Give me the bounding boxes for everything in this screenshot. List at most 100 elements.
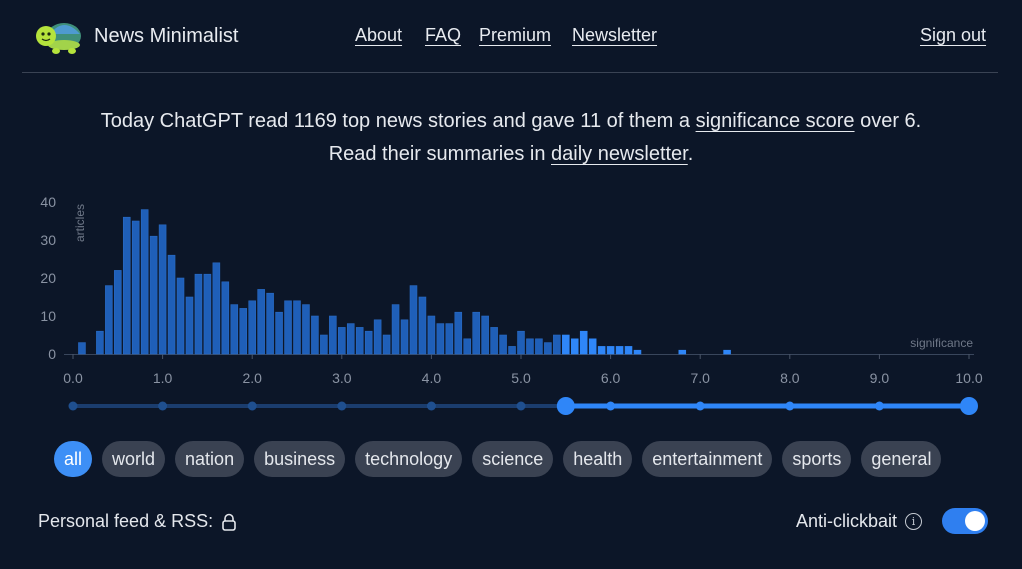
slider-step-dot[interactable] (606, 401, 616, 411)
histogram-bar (105, 285, 113, 355)
lock-icon[interactable] (221, 513, 237, 531)
category-chip-nation[interactable]: nation (175, 441, 245, 477)
turtle-logo-icon[interactable] (34, 14, 84, 56)
histogram-bar (481, 315, 489, 355)
slider-step-dot[interactable] (426, 401, 436, 411)
histogram-bar (624, 346, 633, 355)
slider-step-dot[interactable] (337, 401, 347, 411)
histogram-bar (544, 342, 552, 355)
histogram-bar (257, 289, 265, 355)
histogram-bar (508, 346, 516, 355)
y-tick-label: 20 (40, 270, 56, 286)
slider-step-dot[interactable] (247, 401, 257, 411)
histogram-bar (78, 342, 86, 355)
category-chip-health[interactable]: health (563, 441, 633, 477)
slider-step-dot[interactable] (874, 401, 884, 411)
slider-step-dot[interactable] (68, 401, 78, 411)
histogram-bar (615, 346, 624, 355)
x-tick-label: 6.0 (601, 370, 621, 386)
category-chip-business[interactable]: business (254, 441, 346, 477)
histogram-bar (355, 327, 364, 355)
category-chip-technology[interactable]: technology (355, 441, 463, 477)
category-chip-general[interactable]: general (861, 441, 942, 477)
anti-clickbait-toggle[interactable] (942, 508, 988, 534)
x-tick-label: 9.0 (870, 370, 890, 386)
histogram-bar (535, 338, 543, 355)
histogram-bar (427, 315, 436, 355)
histogram-bar (364, 330, 373, 355)
histogram-bar (633, 349, 642, 355)
x-tick-label: 2.0 (242, 370, 262, 386)
nav-about-link[interactable]: About (355, 25, 403, 45)
brand-name[interactable]: News Minimalist (94, 25, 239, 47)
histogram-bar (140, 209, 149, 355)
histogram-bar (114, 270, 122, 355)
histogram-bar (526, 338, 534, 355)
histogram-bar (678, 349, 687, 355)
histogram-bar (248, 300, 256, 355)
category-chip-world[interactable]: world (102, 441, 166, 477)
histogram-bar (149, 235, 158, 355)
histogram-bar (338, 327, 346, 355)
sign-out-link[interactable]: Sign out (920, 25, 987, 45)
x-tick-label: 3.0 (332, 370, 352, 386)
slider-min-handle[interactable] (556, 397, 575, 415)
histogram-bar (400, 319, 409, 355)
histogram-bar (194, 273, 203, 355)
histogram-bar (579, 330, 588, 355)
histogram-bar (221, 281, 230, 355)
intro-line-2: Read their summaries in daily newsletter… (0, 143, 1022, 166)
histogram-bar (597, 346, 606, 355)
histogram-bar (409, 285, 418, 355)
x-tick-label: 7.0 (690, 370, 710, 386)
histogram-bar (606, 346, 615, 355)
nav-premium-link[interactable]: Premium (479, 25, 552, 45)
histogram-bar (445, 323, 454, 355)
nav-faq-link[interactable]: FAQ (425, 25, 462, 45)
category-chip-all[interactable]: all (54, 441, 93, 477)
category-chip-sports[interactable]: sports (782, 441, 852, 477)
histogram-bar (382, 334, 391, 355)
y-tick-label: 0 (48, 346, 56, 362)
anti-clickbait-setting: Anti-clickbait i (796, 508, 988, 534)
histogram-bar (230, 304, 239, 355)
histogram-bar (167, 254, 176, 355)
nav-newsletter-link[interactable]: Newsletter (572, 25, 658, 45)
histogram-bar (723, 349, 731, 355)
category-filter-chips: all world nation business technology science h… (54, 441, 942, 477)
histogram-bar (346, 323, 355, 355)
histogram-bar (212, 262, 221, 355)
category-chip-science[interactable]: science (472, 441, 554, 477)
intro-text: over 6. (854, 110, 922, 132)
histogram-bar (588, 338, 597, 355)
slider-step-dot[interactable] (516, 401, 526, 411)
histogram-bar (203, 273, 212, 355)
significance-score-link[interactable]: significance score (695, 110, 855, 132)
daily-newsletter-link[interactable]: daily newsletter (551, 143, 688, 165)
intro-text: Today ChatGPT read 1169 top news stories… (100, 110, 696, 132)
histogram-bar (517, 330, 525, 355)
histogram-bar (158, 224, 167, 355)
histogram-bar (391, 304, 400, 355)
info-icon[interactable]: i (905, 512, 922, 530)
category-chip-entertainment[interactable]: entertainment (642, 441, 773, 477)
slider-step-dot[interactable] (158, 401, 168, 411)
x-tick-label: 0.0 (63, 370, 83, 386)
histogram-bar (131, 220, 140, 355)
histogram-bar (320, 334, 328, 355)
site-header: News Minimalist About FAQ Premium Newsle… (22, 0, 998, 73)
histogram-bar (293, 300, 301, 355)
x-tick-label: 1.0 (153, 370, 173, 386)
histogram-bar (490, 327, 498, 355)
histogram-bar (436, 323, 445, 355)
slider-max-handle[interactable] (960, 397, 978, 415)
significance-range-slider[interactable] (0, 392, 1022, 422)
histogram-bar (185, 296, 194, 355)
slider-step-dot[interactable] (785, 401, 795, 411)
histogram-bar (239, 308, 248, 355)
y-tick-label: 10 (40, 308, 56, 324)
slider-step-dot[interactable] (695, 401, 705, 411)
histogram-bar (266, 292, 274, 355)
x-tick-label: 4.0 (422, 370, 442, 386)
histogram-bar (418, 296, 427, 355)
